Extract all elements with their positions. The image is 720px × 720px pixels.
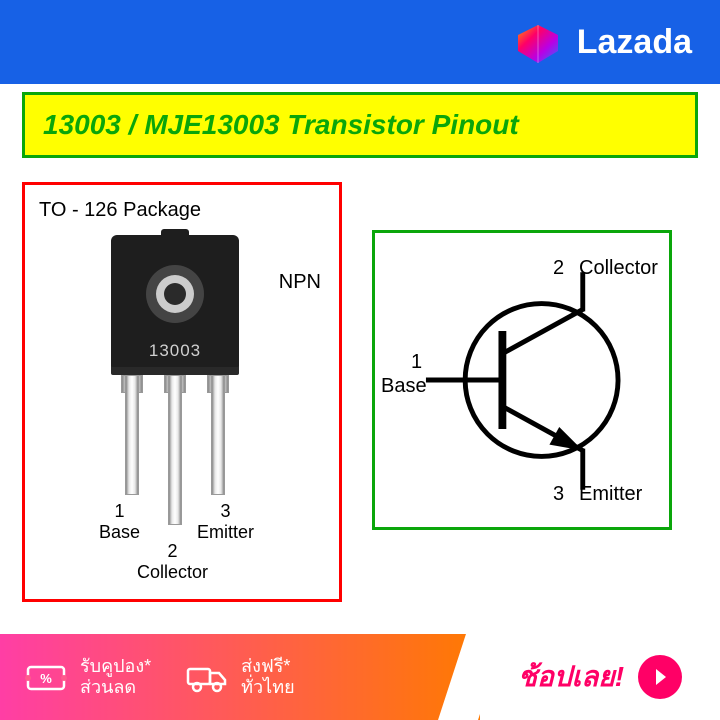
sym-pin2-name: Collector (579, 257, 658, 280)
svg-text:%: % (40, 671, 52, 686)
sym-pin1-name: Base (381, 375, 427, 398)
symbol-panel: 2 Collector 1 Base 3 Emitter (372, 230, 672, 530)
lazada-heart-icon (511, 15, 565, 69)
shipping-promo: ส่งฟรี*ทั่วไทย (185, 655, 294, 699)
lead-2 (168, 375, 182, 525)
transistor-type-label: NPN (279, 271, 321, 294)
shop-cta[interactable]: ช้อปเลย! (480, 634, 720, 720)
brand-name: Lazada (577, 23, 692, 62)
coupon-line2: ส่วนลด (80, 677, 151, 698)
sym-pin1-num: 1 (411, 351, 422, 374)
to126-body: 13003 (111, 235, 239, 375)
coupon-icon: % (24, 655, 68, 699)
pin3-label: 3Emitter (197, 501, 254, 542)
lead-1 (125, 375, 139, 495)
coupon-promo: % รับคูปอง*ส่วนลด (24, 655, 151, 699)
coupon-line1: รับคูปอง* (80, 656, 151, 677)
sym-pin2-num: 2 (553, 257, 564, 280)
pin2-label: 2Collector (137, 541, 208, 582)
sym-pin3-name: Emitter (579, 483, 642, 506)
mounting-hole-icon (146, 265, 204, 323)
truck-icon (185, 655, 229, 699)
ship-line2: ทั่วไทย (241, 677, 294, 698)
ship-line1: ส่งฟรี* (241, 656, 294, 677)
arrow-right-icon (638, 655, 682, 699)
pin1-label: 1Base (99, 501, 140, 542)
promo-footer: BONUS % รับคูปอง*ส่วนลด ส่งฟรี*ทั่วไทย ช… (0, 634, 720, 720)
content-panels: TO - 126 Package NPN 13003 1Base 2Collec… (0, 158, 720, 602)
package-label: TO - 126 Package (39, 199, 201, 222)
page-title: 13003 / MJE13003 Transistor Pinout (22, 92, 698, 158)
brand-logo: Lazada (511, 15, 692, 69)
sym-pin3-num: 3 (553, 483, 564, 506)
package-panel: TO - 126 Package NPN 13003 1Base 2Collec… (22, 182, 342, 602)
cta-text: ช้อปเลย! (518, 655, 624, 699)
lead-3 (211, 375, 225, 495)
brand-header: Lazada (0, 0, 720, 84)
part-marking: 13003 (149, 341, 201, 361)
